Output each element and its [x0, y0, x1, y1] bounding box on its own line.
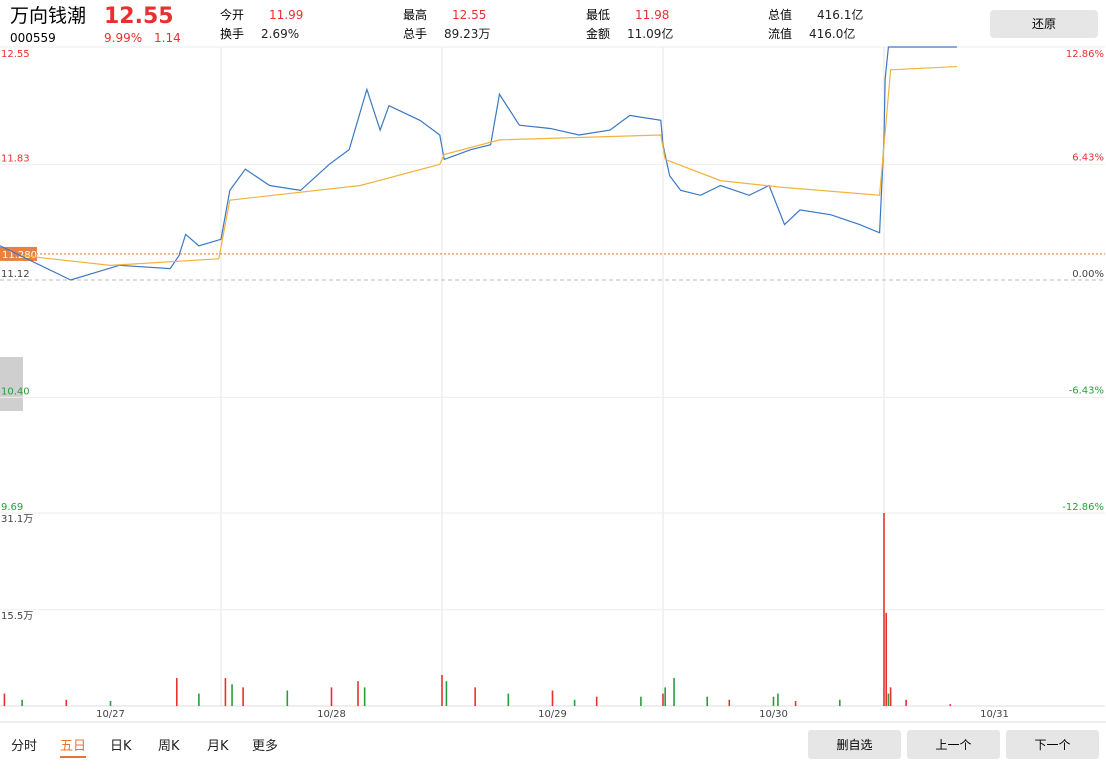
restore-button[interactable]: [990, 10, 1098, 38]
y2-tick-label: 0.00%: [1072, 269, 1104, 280]
volume-bar: [198, 693, 200, 706]
field-value: 11.09亿: [627, 26, 673, 41]
volume-bar: [777, 693, 779, 706]
volume-bar: [662, 693, 664, 706]
volume-bar: [706, 696, 708, 706]
field-label: 换手: [220, 27, 244, 41]
footer-button-label: 删自选: [836, 738, 872, 752]
footer-button-label: 下一个: [1034, 738, 1070, 752]
volume-bar: [883, 513, 885, 706]
field-value: 416.0亿: [809, 26, 855, 41]
volume-bar: [507, 693, 510, 706]
volume-bar: [363, 687, 366, 706]
y2-tick-label: -12.86%: [1062, 502, 1104, 513]
tab[interactable]: 分时: [11, 739, 37, 754]
footer-button-label: 上一个: [935, 738, 971, 752]
y-tick-label: 31.1万: [1, 514, 33, 525]
field-value: 11.98: [635, 8, 669, 22]
volume-bar: [441, 674, 443, 706]
volume-bar: [728, 699, 731, 706]
volume-bar: [445, 681, 448, 706]
x-tick-label: 10/30: [759, 709, 788, 720]
y2-tick-label: 6.43%: [1072, 153, 1104, 164]
field-label: 总手: [403, 27, 427, 41]
y-tick-label: 9.69: [1, 502, 23, 513]
field-label: 今开: [220, 7, 244, 22]
volume-bar: [573, 699, 576, 706]
y-tick-label: 10.40: [1, 386, 30, 397]
volume-bar: [772, 696, 775, 706]
volume-bar: [673, 678, 675, 706]
price-line: [22, 65, 957, 266]
field-label: 最高: [403, 7, 427, 22]
volume-bar: [664, 687, 667, 706]
y-tick-label: 11.12: [1, 269, 30, 280]
field-label: 总值: [768, 7, 792, 22]
x-tick-label: 10/31: [980, 709, 1009, 720]
price-line: [0, 46, 957, 281]
volume-bar: [3, 693, 6, 706]
volume-bar: [595, 696, 598, 706]
y-tick-label: 12.55: [1, 49, 30, 60]
x-tick-label: 10/29: [538, 709, 567, 720]
field-value: 2.69%: [261, 27, 299, 41]
volume-bar: [640, 696, 642, 706]
field-value: 11.99: [269, 8, 303, 22]
x-tick-label: 10/27: [96, 709, 125, 720]
stock-name: 万向钱潮: [10, 5, 86, 27]
volume-bar: [224, 678, 227, 706]
volume-bar: [231, 684, 233, 706]
volume-bar: [949, 704, 952, 706]
y-tick-label: 15.5万: [1, 611, 33, 622]
volume-bar: [357, 681, 359, 706]
volume-bar: [839, 699, 841, 706]
volume-bar: [109, 701, 112, 706]
field-label: 最低: [586, 8, 610, 22]
field-value: 416.1亿: [817, 7, 863, 22]
tab[interactable]: 更多: [252, 738, 278, 754]
volume-bar: [889, 687, 892, 706]
y2-tick-label: 12.86%: [1066, 49, 1104, 60]
footer-button[interactable]: [1006, 730, 1099, 759]
x-tick-label: 10/28: [317, 709, 346, 720]
volume-bar: [286, 690, 289, 706]
change-pct: 9.99%: [104, 31, 142, 45]
volume-bar: [885, 612, 888, 706]
field-label: 流值: [768, 26, 792, 41]
stock-code: 000559: [10, 31, 56, 45]
footer-button[interactable]: [808, 730, 901, 759]
footer-button[interactable]: [907, 730, 1000, 759]
volume-bar: [794, 701, 797, 706]
volume-bar: [242, 687, 244, 706]
restore-label: 还原: [1032, 17, 1056, 31]
stock-price: 12.55: [104, 4, 174, 29]
tab-underline: [60, 756, 86, 758]
volume-bar: [905, 699, 907, 706]
tab[interactable]: 日K: [110, 739, 132, 754]
field-value: 89.23万: [444, 27, 490, 41]
tab[interactable]: 月K: [207, 739, 229, 754]
volume-bar: [887, 693, 890, 706]
y2-tick-label: -6.43%: [1069, 386, 1104, 397]
tab[interactable]: 五日: [60, 739, 86, 754]
volume-bar: [551, 690, 554, 706]
tab[interactable]: 周K: [158, 739, 180, 754]
volume-bar: [176, 678, 178, 706]
field-label: 金额: [586, 26, 610, 41]
scroll-handle[interactable]: [0, 357, 23, 411]
y-tick-label: 11.83: [1, 153, 30, 164]
change: 1.14: [154, 31, 181, 45]
volume-bar: [21, 699, 23, 706]
volume-bar: [65, 699, 68, 706]
field-value: 12.55: [452, 8, 486, 22]
volume-bar: [330, 687, 333, 706]
volume-bar: [474, 687, 476, 706]
